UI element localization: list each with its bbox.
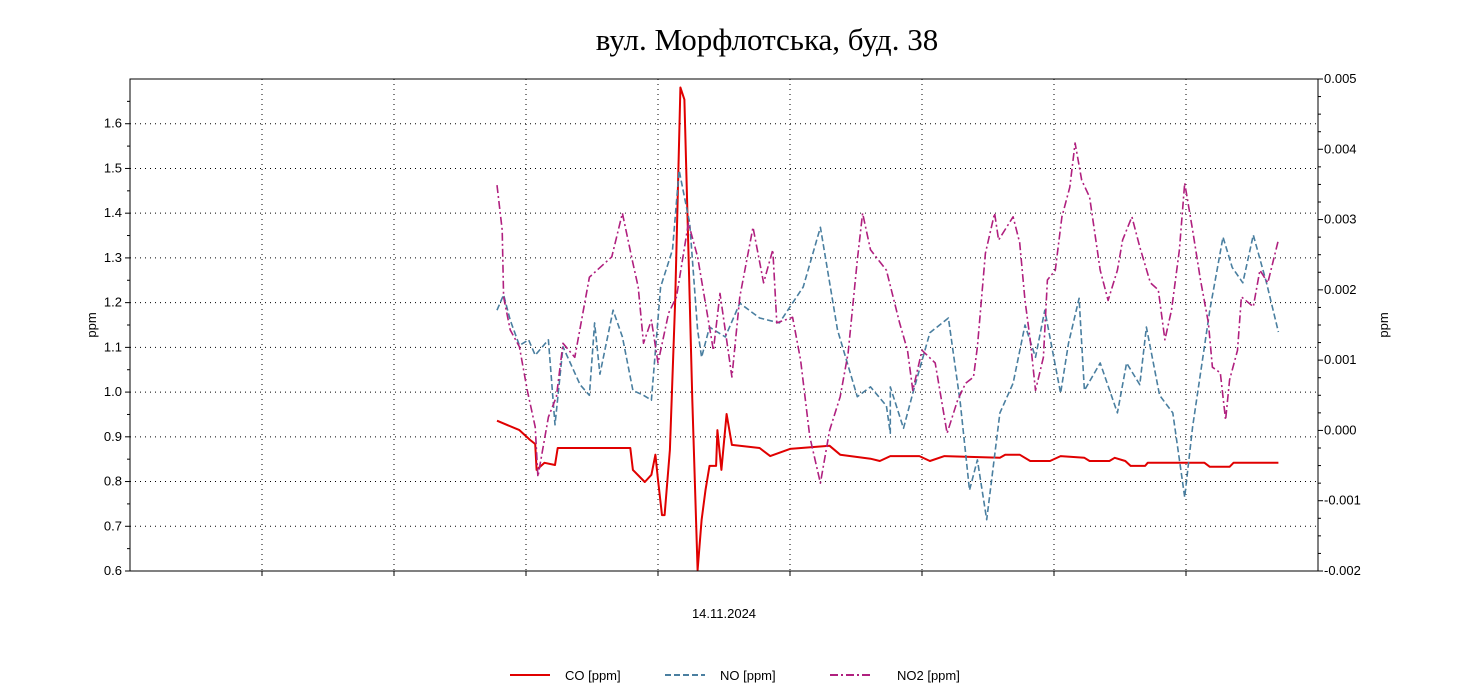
y-tick-label-left: 1.1 (104, 339, 122, 354)
series-lines (496, 86, 1280, 572)
y-tick-label-right: 0.004 (1324, 141, 1357, 156)
y-tick-label-right: 0.001 (1324, 352, 1357, 367)
y-tick-label-left: 1.3 (104, 250, 122, 265)
y-tick-label-left: 0.7 (104, 518, 122, 533)
chart-title: вул. Морфлотська, буд. 38 (596, 22, 938, 57)
y-tick-label-left: 0.9 (104, 429, 122, 444)
legend-label: CO [ppm] (565, 668, 621, 683)
legend: CO [ppm] NO [ppm] NO2 [ppm] (510, 668, 960, 683)
y-tick-label-right: 0.003 (1324, 212, 1357, 227)
y-tick-label-right: -0.001 (1324, 493, 1361, 508)
y-tick-label-left: 1.2 (104, 295, 122, 310)
y-axis-label-right: ppm (1376, 312, 1391, 337)
x-axis-label: 14.11.2024 (692, 606, 756, 621)
series-line-co (496, 86, 1279, 572)
y-tick-label-right: 0.005 (1324, 71, 1357, 86)
series-line-no (496, 169, 1280, 521)
axis-ticks: 0.6 0.7 0.8 0.9 1.0 1.1 1.2 1.3 1.4 1.5 1.6 -0.002 -… (104, 71, 1361, 578)
y-tick-label-left: 0.6 (104, 563, 122, 578)
y-tick-label-left: 1.4 (104, 205, 122, 220)
y-tick-label-left: 0.8 (104, 474, 122, 489)
y-tick-label-left: 1.0 (104, 384, 122, 399)
y-tick-label-right: 0.000 (1324, 422, 1357, 437)
y-axis-label-left: ppm (84, 312, 99, 337)
legend-label: NO [ppm] (720, 668, 776, 683)
y-tick-label-left: 1.6 (104, 116, 122, 131)
y-tick-label-left: 1.5 (104, 160, 122, 175)
y-tick-label-right: -0.002 (1324, 563, 1361, 578)
legend-label: NO2 [ppm] (897, 668, 960, 683)
y-tick-label-right: 0.002 (1324, 282, 1357, 297)
series-line-no2 (496, 142, 1280, 484)
